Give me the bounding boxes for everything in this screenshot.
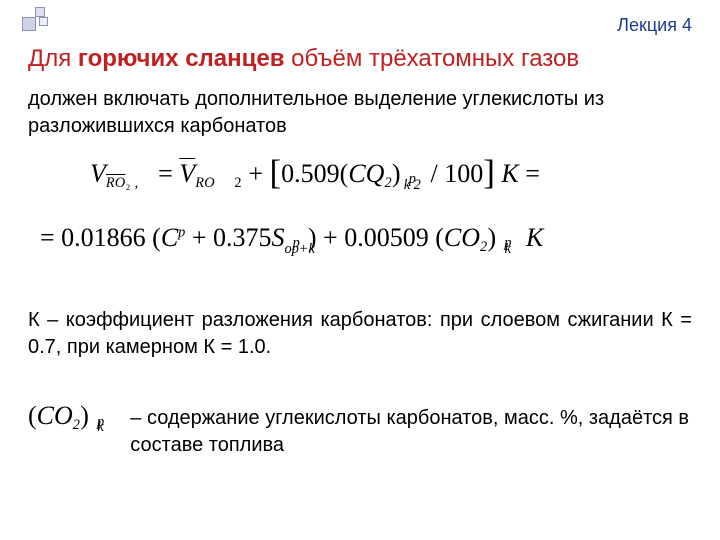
lecture-label: Лекция 4 bbox=[617, 15, 692, 36]
deco-square bbox=[39, 17, 48, 26]
deco-square bbox=[22, 17, 36, 31]
inline-formula-co2: (CO2)pk bbox=[28, 401, 112, 434]
paragraph-3: – содержание углекислоты карбонатов, мас… bbox=[130, 401, 692, 459]
paragraph-1: должен включать дополнительное выделение… bbox=[28, 86, 692, 140]
title-bold: горючих сланцев bbox=[78, 45, 285, 72]
title-part: Для bbox=[28, 45, 78, 72]
slide: Лекция 4 Для горючих сланцев объём трёха… bbox=[0, 0, 720, 540]
paragraph-2: К – коэффициент разложения карбонатов: п… bbox=[28, 307, 692, 361]
slide-title: Для горючих сланцев объём трёхатомных га… bbox=[28, 44, 692, 74]
formula-block: VRO₂ , x = VRO 2 + [0.509(CQ2)pk 2 / 100… bbox=[90, 152, 630, 255]
formula-line-1: VRO₂ , x = VRO 2 + [0.509(CQ2)pk 2 / 100… bbox=[90, 152, 630, 192]
title-part: объём трёхатомных газов bbox=[285, 45, 580, 72]
deco-square bbox=[35, 7, 45, 17]
paragraph-3-row: (CO2)pk – содержание углекислоты карбона… bbox=[28, 401, 692, 459]
formula-line-2: = 0.01866 (Cp + 0.375Spор+k) + 0.00509 (… bbox=[40, 224, 630, 256]
